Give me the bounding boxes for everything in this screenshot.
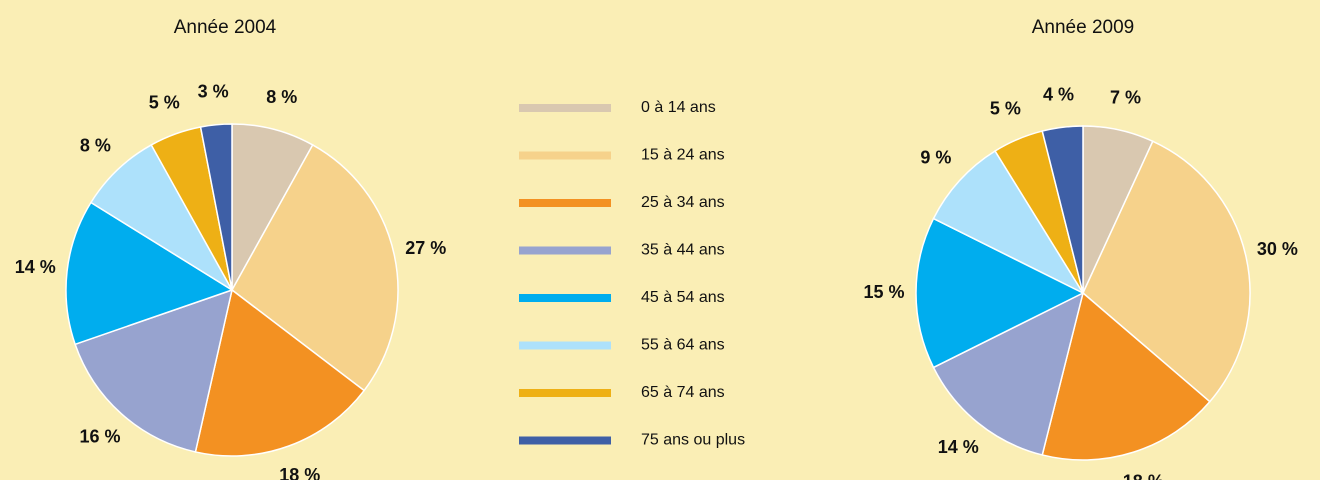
legend-label: 55 à 64 ans	[641, 337, 725, 354]
legend-swatch	[519, 246, 611, 255]
chart-title: Année 2004	[174, 17, 277, 38]
legend-label: 0 à 14 ans	[641, 99, 716, 116]
legend-label: 65 à 74 ans	[641, 384, 725, 401]
value-label: 5 %	[149, 93, 180, 113]
legend-swatch	[519, 199, 611, 207]
pie-slice	[74, 288, 234, 453]
value-label: 15 %	[863, 282, 904, 302]
legend-label: 25 à 34 ans	[641, 194, 725, 211]
value-label: 14 %	[15, 257, 56, 277]
legend-swatch	[519, 104, 611, 112]
pie-slice	[1082, 140, 1251, 403]
chart-title: Année 2009	[1032, 17, 1135, 38]
legend-label: 75 ans ou plus	[641, 432, 745, 449]
legend-label: 15 à 24 ans	[641, 147, 725, 164]
pie-slice	[932, 291, 1085, 456]
value-label: 8 %	[266, 87, 297, 107]
legend-swatch	[519, 294, 611, 302]
legend-label: 45 à 54 ans	[641, 289, 725, 306]
value-label: 16 %	[79, 426, 120, 446]
value-label: 30 %	[1257, 239, 1298, 259]
value-label: 7 %	[1110, 87, 1141, 107]
pie-slice	[915, 217, 1085, 369]
value-label: 5 %	[990, 98, 1021, 118]
value-label: 18 %	[279, 465, 320, 480]
pie-slice	[231, 143, 399, 392]
value-label: 4 %	[1043, 84, 1074, 104]
pie-slice	[932, 149, 1086, 295]
legend-swatch	[519, 341, 611, 350]
value-label: 9 %	[920, 148, 951, 168]
pie-slice	[194, 288, 366, 457]
value-label: 14 %	[938, 437, 979, 457]
pie-slice	[199, 123, 233, 291]
legend-swatch	[519, 151, 611, 160]
legend-label: 35 à 44 ans	[641, 242, 725, 259]
value-label: 8 %	[80, 135, 111, 155]
value-label: 3 %	[198, 82, 229, 102]
legend-swatch	[519, 436, 611, 445]
value-label: 27 %	[405, 238, 446, 258]
pie-slice	[65, 201, 234, 346]
legend-swatch	[519, 389, 611, 397]
pie-slice	[1041, 291, 1211, 461]
pie-slice	[1041, 125, 1084, 294]
value-label: 18 %	[1123, 471, 1164, 480]
